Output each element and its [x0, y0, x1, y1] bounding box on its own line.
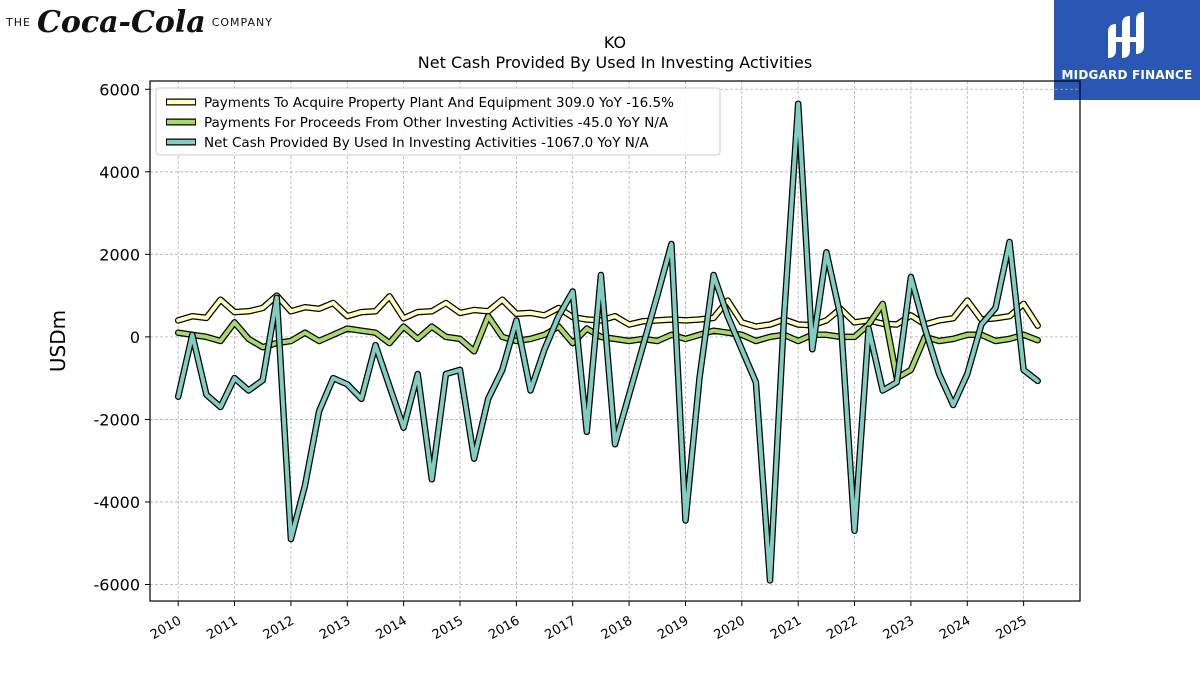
- x-tick-label: 2023: [881, 613, 917, 643]
- y-tick-label: -4000: [94, 493, 141, 512]
- x-tick-label: 2021: [768, 613, 804, 643]
- x-tick-label: 2025: [993, 613, 1029, 643]
- x-tick-label: 2015: [430, 613, 466, 643]
- series-line-2: [176, 101, 1040, 583]
- x-tick-label: 2014: [373, 613, 409, 643]
- chart-title: KO: [604, 33, 626, 52]
- legend-label-2: Net Cash Provided By Used In Investing A…: [204, 135, 649, 151]
- logo-suffix: COMPANY: [211, 15, 273, 29]
- y-tick-label: 6000: [99, 80, 140, 99]
- series-line-0: [176, 293, 1040, 329]
- logo-script: Coca-Cola: [36, 4, 206, 40]
- coca-cola-logo: THE Coca-Cola COMPANY: [6, 4, 273, 40]
- legend-label-0: Payments To Acquire Property Plant And E…: [204, 95, 674, 111]
- y-tick-label: 0: [130, 328, 140, 347]
- x-tick-label: 2016: [486, 613, 522, 643]
- x-tick-label: 2012: [261, 613, 297, 643]
- x-tick-label: 2017: [543, 613, 579, 643]
- y-tick-label: -6000: [94, 575, 141, 594]
- y-tick-label: -2000: [94, 410, 141, 429]
- x-tick-label: 2013: [317, 613, 353, 643]
- legend-box: [155, 87, 721, 156]
- x-tick-label: 2024: [937, 613, 973, 643]
- x-tick-label: 2019: [655, 613, 691, 643]
- x-tick-label: 2018: [599, 613, 635, 643]
- legend: Payments To Acquire Property Plant And E…: [155, 87, 721, 156]
- midgard-finance-logo: MIDGARD FINANCE: [1054, 0, 1200, 100]
- x-tick-label: 2022: [824, 613, 860, 643]
- y-axis-label: USDm: [46, 310, 70, 372]
- y-tick-label: 2000: [99, 245, 140, 264]
- legend-label-1: Payments For Proceeds From Other Investi…: [204, 115, 669, 131]
- chart-subtitle: Net Cash Provided By Used In Investing A…: [418, 53, 812, 72]
- midgard-wordmark: MIDGARD FINANCE: [1061, 68, 1193, 82]
- x-tick-label: 2020: [712, 613, 748, 643]
- y-tick-label: 4000: [99, 163, 140, 182]
- series-lines: [174, 100, 1041, 584]
- plot-frame: [149, 80, 1081, 602]
- axes: -6000 -4000 -2000 0 2000 4000 6000 2010 2011 2012…: [94, 80, 1030, 643]
- logo-prefix: THE: [6, 15, 31, 29]
- midgard-mark-icon: [1108, 12, 1144, 58]
- x-tick-label: 2011: [204, 613, 240, 643]
- x-tick-label: 2010: [148, 613, 184, 643]
